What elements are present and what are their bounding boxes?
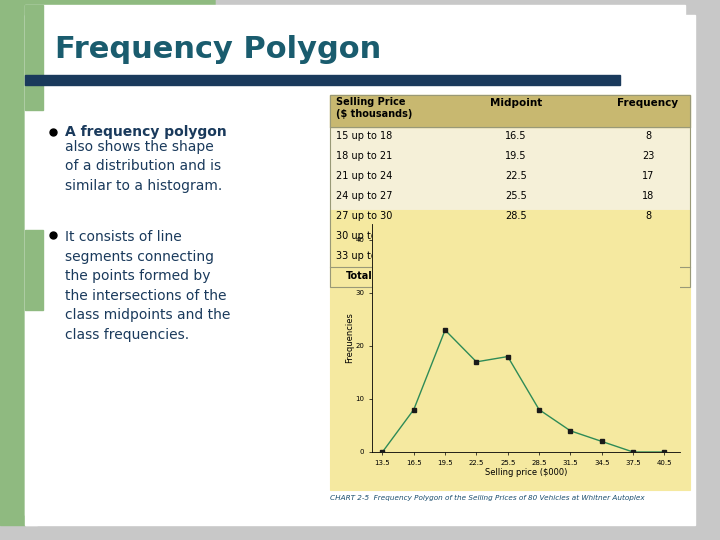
Text: 17: 17 bbox=[642, 171, 654, 181]
Text: Frequency Polygon: Frequency Polygon bbox=[55, 36, 382, 64]
Text: 30 up to 33: 30 up to 33 bbox=[336, 231, 392, 241]
Bar bbox=[25, 230, 43, 310]
X-axis label: Selling price ($000): Selling price ($000) bbox=[485, 468, 567, 477]
Text: 15 up to 18: 15 up to 18 bbox=[336, 131, 392, 141]
Text: 18: 18 bbox=[642, 191, 654, 201]
Text: 33 up to 36: 33 up to 36 bbox=[336, 251, 392, 261]
Text: Midpoint: Midpoint bbox=[490, 98, 542, 108]
Bar bbox=[330, 210, 690, 490]
Text: It consists of line
segments connecting
the points formed by
the intersections o: It consists of line segments connecting … bbox=[65, 230, 230, 341]
Text: Frequency: Frequency bbox=[618, 98, 678, 108]
Bar bbox=[0, 0, 195, 80]
Bar bbox=[330, 95, 690, 127]
Text: 34.5: 34.5 bbox=[505, 251, 527, 261]
Bar bbox=[25, 15, 37, 525]
Text: 80: 80 bbox=[642, 271, 654, 281]
Y-axis label: Frequencies: Frequencies bbox=[345, 313, 354, 363]
Bar bbox=[0, 0, 25, 525]
Text: A frequency polygon: A frequency polygon bbox=[65, 125, 227, 139]
FancyBboxPatch shape bbox=[0, 0, 215, 95]
Text: 24 up to 27: 24 up to 27 bbox=[336, 191, 392, 201]
Bar bbox=[25, 5, 43, 110]
Text: also shows the shape
of a distribution and is
similar to a histogram.: also shows the shape of a distribution a… bbox=[65, 140, 222, 193]
Text: 18: 18 bbox=[35, 497, 54, 512]
Text: 8: 8 bbox=[645, 131, 651, 141]
Text: 27 up to 30: 27 up to 30 bbox=[336, 211, 392, 221]
Text: 21 up to 24: 21 up to 24 bbox=[336, 171, 392, 181]
Text: 31.5: 31.5 bbox=[505, 231, 527, 241]
Text: CHART 2-5  Frequency Polygon of the Selling Prices of 80 Vehicles at Whitner Aut: CHART 2-5 Frequency Polygon of the Selli… bbox=[330, 495, 644, 501]
Text: Selling Price
($ thousands): Selling Price ($ thousands) bbox=[336, 97, 413, 119]
Text: 25.5: 25.5 bbox=[505, 191, 527, 201]
Text: 23: 23 bbox=[642, 151, 654, 161]
Bar bbox=[330, 95, 690, 287]
Bar bbox=[330, 95, 690, 287]
Text: 18 up to 21: 18 up to 21 bbox=[336, 151, 392, 161]
Text: 28.5: 28.5 bbox=[505, 211, 527, 221]
Text: 22.5: 22.5 bbox=[505, 171, 527, 181]
Text: 16.5: 16.5 bbox=[505, 131, 527, 141]
Text: 2: 2 bbox=[645, 251, 651, 261]
Bar bbox=[25, 75, 620, 85]
Text: 8: 8 bbox=[645, 211, 651, 221]
Text: 4: 4 bbox=[645, 231, 651, 241]
Text: 19.5: 19.5 bbox=[505, 151, 527, 161]
Text: Total: Total bbox=[346, 271, 373, 281]
